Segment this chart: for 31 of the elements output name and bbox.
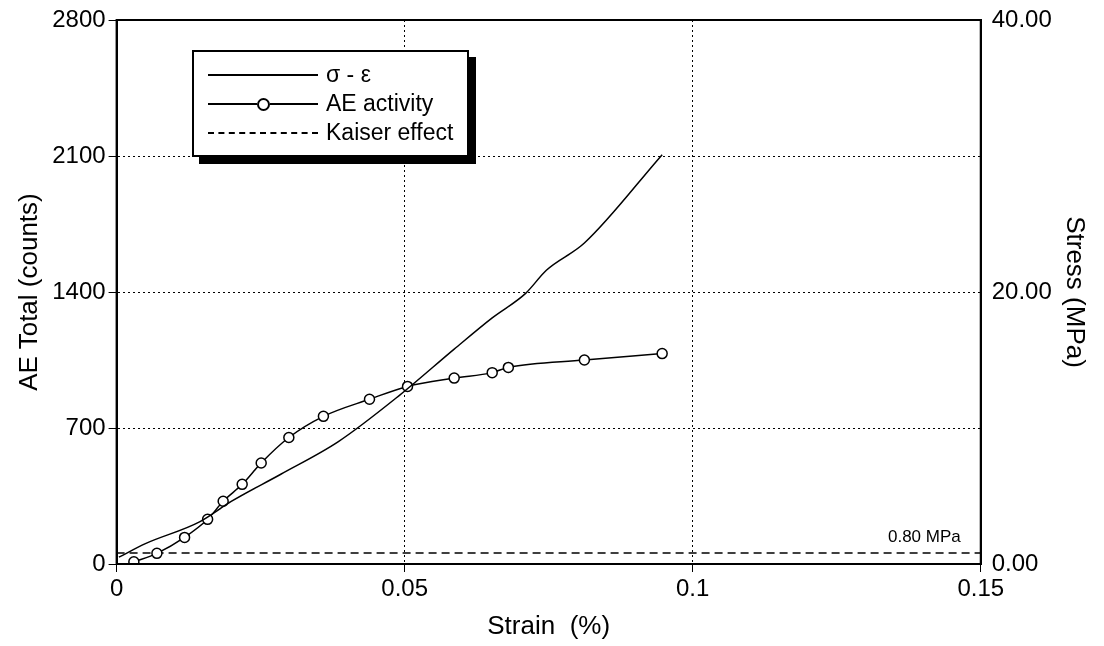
- point: [255, 457, 267, 469]
- y2-tick-label: 40.00: [991, 4, 1052, 32]
- point: [656, 347, 668, 360]
- x-tick-label: 0.15: [957, 574, 1005, 602]
- legend-label: AE activity: [326, 89, 434, 118]
- point: [448, 372, 460, 384]
- point: [502, 361, 515, 374]
- point: [578, 354, 591, 366]
- point: [363, 393, 376, 405]
- x-axis-title: Strain (%): [487, 609, 611, 640]
- y-tick-label: 700: [65, 412, 106, 440]
- legend-label: Kaiser effect: [326, 118, 454, 147]
- point: [178, 531, 191, 544]
- point: [236, 478, 248, 491]
- y-tick-label: 1400: [52, 276, 106, 304]
- x-tick-label: 0.1: [676, 574, 710, 602]
- x-tick-label: 0: [109, 574, 124, 602]
- y2-tick-label: 0.00: [991, 548, 1039, 576]
- y-tick-label: 0: [92, 548, 106, 576]
- point: [486, 366, 498, 379]
- point: [151, 547, 163, 560]
- annotation: 0.80 MPa: [887, 527, 962, 547]
- y-tick-label: 2800: [52, 4, 106, 32]
- y-tick-label: 2100: [52, 140, 106, 168]
- point: [283, 431, 295, 444]
- y2-axis-title: Stress (MPa): [1061, 216, 1092, 368]
- y-axis-title: AE Total (counts): [12, 193, 43, 391]
- x-tick-label: 0.05: [381, 574, 428, 602]
- y2-tick-label: 20.00: [991, 276, 1052, 304]
- point: [317, 410, 330, 423]
- legend-label: σ - ε: [326, 60, 371, 89]
